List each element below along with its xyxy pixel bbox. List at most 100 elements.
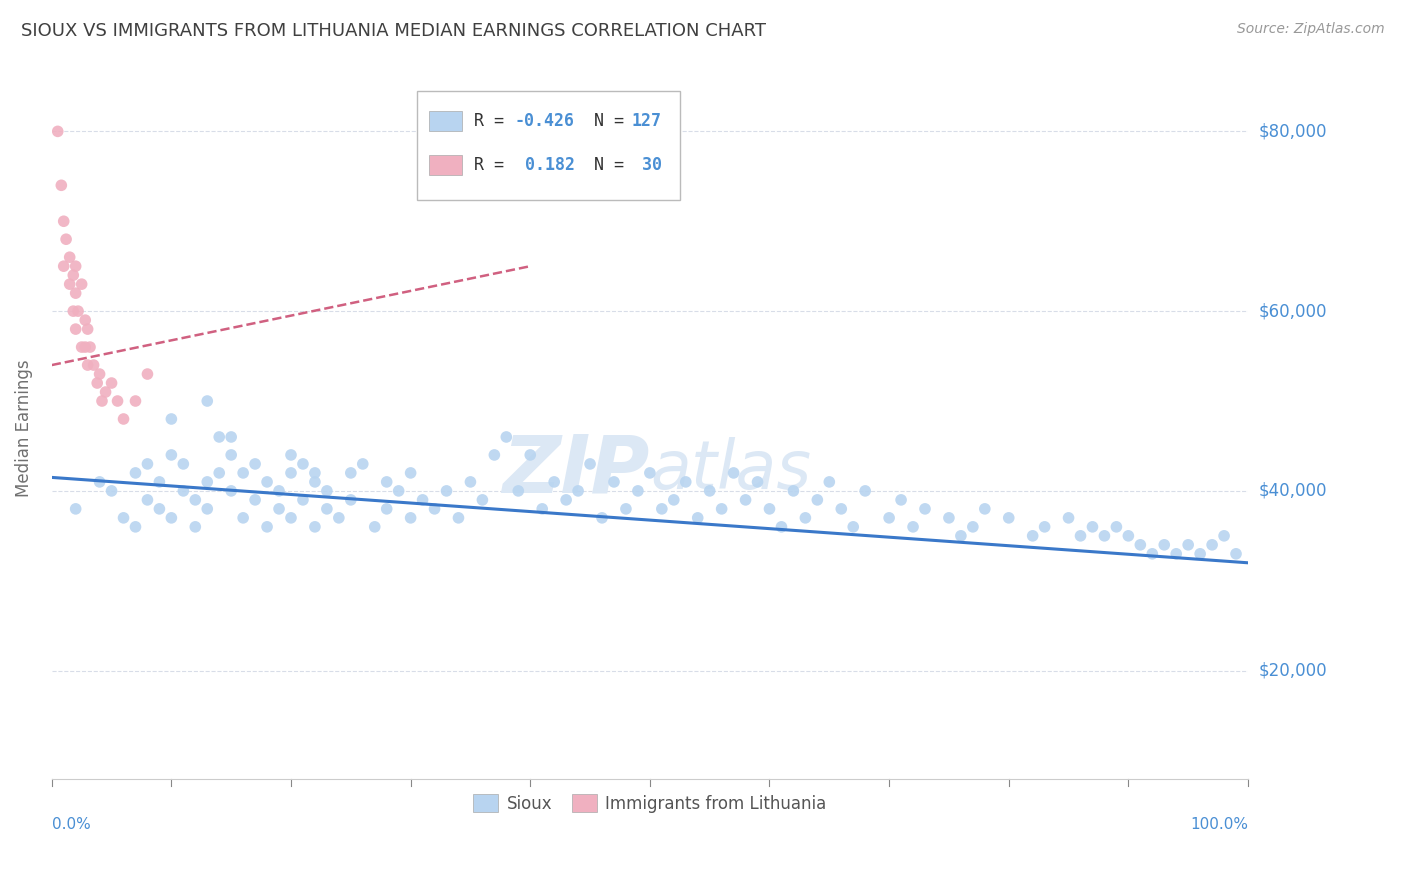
Point: [315, 501, 337, 516]
Point: [686, 511, 709, 525]
Point: [148, 475, 170, 489]
Point: [471, 492, 494, 507]
Point: [172, 457, 194, 471]
Text: N =: N =: [593, 112, 634, 130]
Text: $80,000: $80,000: [1260, 122, 1327, 140]
Point: [52, 259, 75, 273]
Point: [949, 529, 972, 543]
Point: [184, 492, 207, 507]
Point: [136, 367, 159, 381]
Point: [508, 483, 530, 498]
Point: [219, 448, 242, 462]
Point: [94, 384, 117, 399]
FancyBboxPatch shape: [416, 92, 679, 200]
Point: [65, 322, 87, 336]
Point: [89, 367, 111, 381]
Point: [699, 483, 721, 498]
Point: [124, 520, 146, 534]
Point: [340, 466, 363, 480]
Point: [65, 259, 87, 273]
Point: [399, 466, 422, 480]
Point: [70, 277, 93, 292]
Text: $40,000: $40,000: [1260, 482, 1327, 500]
FancyBboxPatch shape: [429, 112, 463, 131]
Point: [495, 430, 517, 444]
Point: [75, 340, 97, 354]
Point: [484, 448, 506, 462]
Point: [280, 448, 302, 462]
Point: [184, 520, 207, 534]
Point: [160, 448, 183, 462]
Point: [195, 501, 218, 516]
Point: [315, 483, 337, 498]
Point: [124, 466, 146, 480]
Point: [543, 475, 565, 489]
Text: 0.0%: 0.0%: [52, 817, 90, 832]
Point: [328, 511, 350, 525]
Point: [591, 511, 613, 525]
Point: [243, 492, 266, 507]
Point: [304, 466, 326, 480]
Point: [112, 412, 135, 426]
Point: [555, 492, 578, 507]
Point: [531, 501, 554, 516]
Point: [1021, 529, 1043, 543]
Point: [136, 457, 159, 471]
FancyBboxPatch shape: [429, 155, 463, 175]
Text: R =: R =: [474, 112, 515, 130]
Point: [758, 501, 780, 516]
Text: N =: N =: [593, 156, 634, 174]
Point: [603, 475, 626, 489]
Point: [890, 492, 912, 507]
Point: [519, 448, 541, 462]
Point: [938, 511, 960, 525]
Point: [1213, 529, 1236, 543]
Point: [662, 492, 685, 507]
Point: [256, 520, 278, 534]
Point: [267, 501, 290, 516]
Text: atlas: atlas: [650, 437, 811, 503]
Point: [399, 511, 422, 525]
Point: [46, 124, 69, 138]
Point: [148, 501, 170, 516]
Point: [806, 492, 828, 507]
Text: ZIP: ZIP: [502, 431, 650, 509]
Point: [352, 457, 374, 471]
Point: [243, 457, 266, 471]
Point: [59, 250, 82, 264]
Point: [1201, 538, 1223, 552]
Point: [842, 520, 865, 534]
Point: [304, 520, 326, 534]
Point: [1070, 529, 1092, 543]
Point: [901, 520, 924, 534]
Text: SIOUX VS IMMIGRANTS FROM LITHUANIA MEDIAN EARNINGS CORRELATION CHART: SIOUX VS IMMIGRANTS FROM LITHUANIA MEDIA…: [21, 22, 766, 40]
Point: [62, 268, 84, 282]
Point: [1142, 547, 1164, 561]
Point: [364, 520, 387, 534]
Point: [651, 501, 673, 516]
Text: -0.426: -0.426: [515, 112, 575, 130]
Point: [124, 394, 146, 409]
Point: [86, 376, 108, 390]
Point: [747, 475, 769, 489]
Point: [62, 304, 84, 318]
Point: [423, 501, 446, 516]
Point: [853, 483, 876, 498]
Point: [55, 232, 77, 246]
Point: [112, 511, 135, 525]
Point: [375, 475, 398, 489]
Point: [59, 277, 82, 292]
Point: [375, 501, 398, 516]
Point: [76, 322, 98, 336]
Text: $60,000: $60,000: [1260, 302, 1327, 320]
Point: [447, 511, 470, 525]
Point: [830, 501, 852, 516]
Point: [734, 492, 756, 507]
Point: [232, 511, 254, 525]
Point: [52, 214, 75, 228]
Point: [1166, 547, 1188, 561]
Point: [997, 511, 1019, 525]
Point: [83, 358, 105, 372]
Point: [195, 394, 218, 409]
Point: [1094, 529, 1116, 543]
